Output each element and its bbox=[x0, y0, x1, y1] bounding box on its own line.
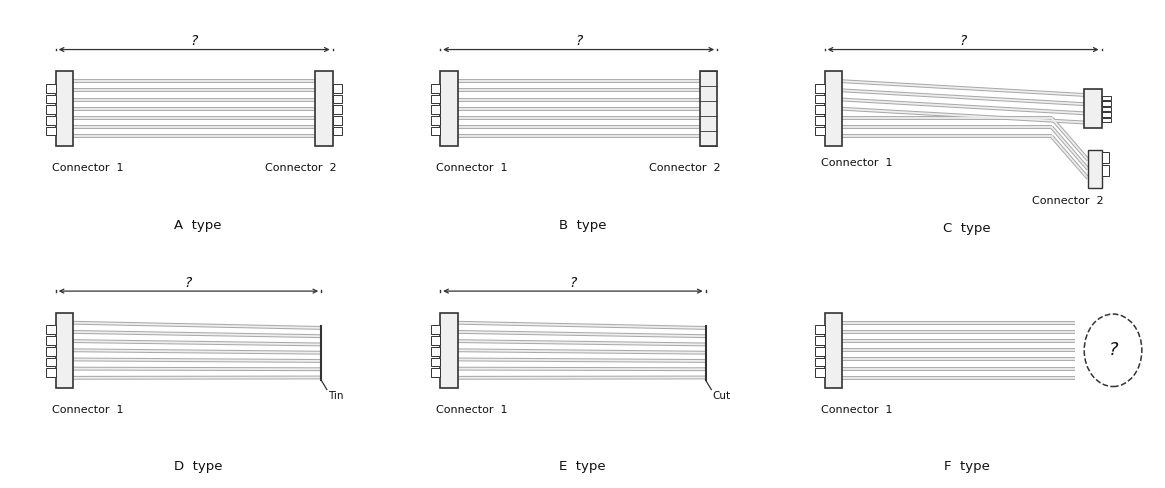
Bar bbox=[431, 336, 440, 345]
Bar bbox=[431, 116, 440, 125]
Text: Connector  1: Connector 1 bbox=[821, 158, 892, 168]
Text: Connector  2: Connector 2 bbox=[649, 163, 721, 173]
Bar bbox=[440, 313, 458, 388]
Text: Connector  1: Connector 1 bbox=[52, 405, 123, 415]
Bar bbox=[316, 71, 333, 146]
Text: Connector  1: Connector 1 bbox=[821, 405, 892, 415]
Bar bbox=[825, 313, 842, 388]
Text: Connector  1: Connector 1 bbox=[437, 163, 508, 173]
Bar bbox=[816, 105, 825, 114]
Bar bbox=[333, 127, 343, 136]
Text: ?: ? bbox=[185, 276, 192, 290]
Bar bbox=[47, 358, 56, 366]
Bar bbox=[333, 105, 343, 114]
Bar bbox=[825, 71, 842, 146]
Text: Connector  1: Connector 1 bbox=[52, 163, 123, 173]
Bar bbox=[47, 368, 56, 377]
Bar bbox=[1101, 112, 1111, 117]
Bar bbox=[333, 84, 343, 93]
Bar bbox=[56, 71, 73, 146]
Bar bbox=[431, 95, 440, 103]
Text: Connector  2: Connector 2 bbox=[1032, 196, 1103, 205]
Bar bbox=[56, 313, 73, 388]
Bar bbox=[47, 116, 56, 125]
Bar bbox=[1101, 96, 1111, 101]
Bar bbox=[1101, 107, 1111, 111]
Bar bbox=[47, 127, 56, 136]
Bar bbox=[816, 84, 825, 93]
Bar bbox=[816, 336, 825, 345]
Text: Connector  1: Connector 1 bbox=[437, 405, 508, 415]
Bar bbox=[816, 358, 825, 366]
Bar bbox=[700, 71, 718, 146]
Bar bbox=[431, 358, 440, 366]
Bar bbox=[431, 105, 440, 114]
Text: B  type: B type bbox=[559, 219, 606, 232]
Text: A  type: A type bbox=[175, 219, 221, 232]
Text: ?: ? bbox=[1108, 341, 1117, 359]
Bar bbox=[431, 325, 440, 334]
Bar bbox=[47, 84, 56, 93]
Text: ?: ? bbox=[191, 34, 198, 48]
Bar bbox=[816, 368, 825, 377]
Text: E  type: E type bbox=[559, 461, 606, 473]
Bar bbox=[440, 71, 458, 146]
Bar bbox=[816, 347, 825, 356]
Bar bbox=[333, 116, 343, 125]
Bar bbox=[431, 84, 440, 93]
Bar bbox=[1101, 102, 1111, 106]
Bar bbox=[47, 95, 56, 103]
Text: C  type: C type bbox=[944, 223, 990, 235]
Bar bbox=[47, 325, 56, 334]
Bar bbox=[47, 347, 56, 356]
Bar bbox=[431, 127, 440, 136]
Bar bbox=[816, 95, 825, 103]
Bar bbox=[1101, 165, 1109, 176]
Bar bbox=[816, 116, 825, 125]
Text: ?: ? bbox=[570, 276, 577, 290]
Bar bbox=[1101, 152, 1109, 163]
Bar bbox=[1101, 118, 1111, 122]
Bar bbox=[1088, 150, 1102, 188]
Bar bbox=[333, 95, 343, 103]
Text: Cut: Cut bbox=[713, 390, 730, 401]
Text: F  type: F type bbox=[944, 461, 990, 473]
Bar bbox=[816, 325, 825, 334]
Bar bbox=[47, 336, 56, 345]
Text: D  type: D type bbox=[174, 461, 223, 473]
Bar bbox=[431, 347, 440, 356]
Text: ?: ? bbox=[960, 34, 967, 48]
Bar bbox=[431, 368, 440, 377]
Text: Tin: Tin bbox=[329, 390, 344, 401]
Text: ?: ? bbox=[576, 34, 582, 48]
Bar bbox=[816, 127, 825, 136]
Bar bbox=[47, 105, 56, 114]
Text: Connector  2: Connector 2 bbox=[264, 163, 337, 173]
Bar bbox=[1085, 89, 1101, 128]
